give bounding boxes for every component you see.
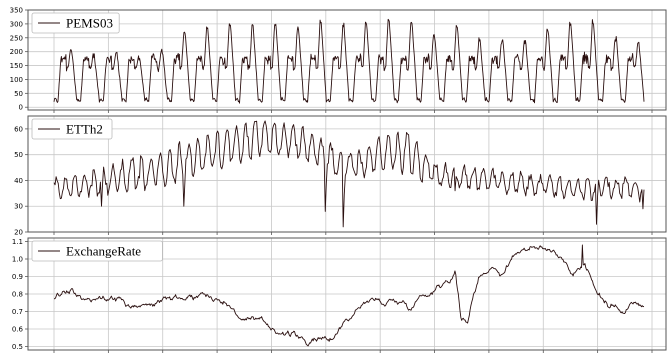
chart-panel-2: 20 30 40 50 60 ETTh2 [14,115,667,237]
y-tick-label: 0.8 [12,291,23,299]
legend-label: PEMS03 [66,16,113,31]
y-tick-label: 30 [14,203,23,211]
y-tick-label: 60 [14,125,23,133]
y-tick-label: 150 [10,62,23,70]
legend-label: ExchangeRate [66,244,141,259]
series-line-ExchangeRate [53,244,645,347]
y-tick-label: 200 [10,48,23,56]
legend-box [31,12,120,34]
y-tick-label: 1.0 [12,256,23,264]
series-line-PEMS03 [53,18,645,104]
y-tick-label: 0.5 [12,343,23,351]
y-tick-label: 100 [10,76,23,84]
plot-frame [27,115,667,233]
legend-box [31,240,163,262]
y-tick-label: 300 [10,20,23,28]
y-tick-label: 350 [10,7,23,15]
y-tick-label: 0.6 [12,326,24,334]
legend: PEMS03 [31,12,120,34]
series-line-ETTh2 [53,120,645,228]
y-tick-label: 0 [19,104,23,112]
legend: ExchangeRate [31,240,163,262]
y-tick-label: 250 [10,34,23,42]
y-tick-label: 50 [14,90,23,98]
y-tick-label: 50 [14,151,23,159]
y-tick-label: 40 [14,177,23,185]
plot-frame [27,9,667,111]
y-tick-label: 1.1 [12,238,23,246]
legend-box [31,118,113,140]
chart-panel-1: 0 50 100 150 200 250 300 350 PEMS03 [10,7,667,113]
chart-panel-3: 0.5 0.6 0.7 0.8 0.9 1.0 1.1 ExchangeRate [12,237,667,353]
y-tick-label: 20 [14,229,23,237]
y-tick-label: 0.7 [12,308,23,316]
plot-frame [27,237,667,351]
legend-label: ETTh2 [66,122,103,137]
y-tick-label: 0.9 [12,273,23,281]
legend: ETTh2 [31,118,113,140]
